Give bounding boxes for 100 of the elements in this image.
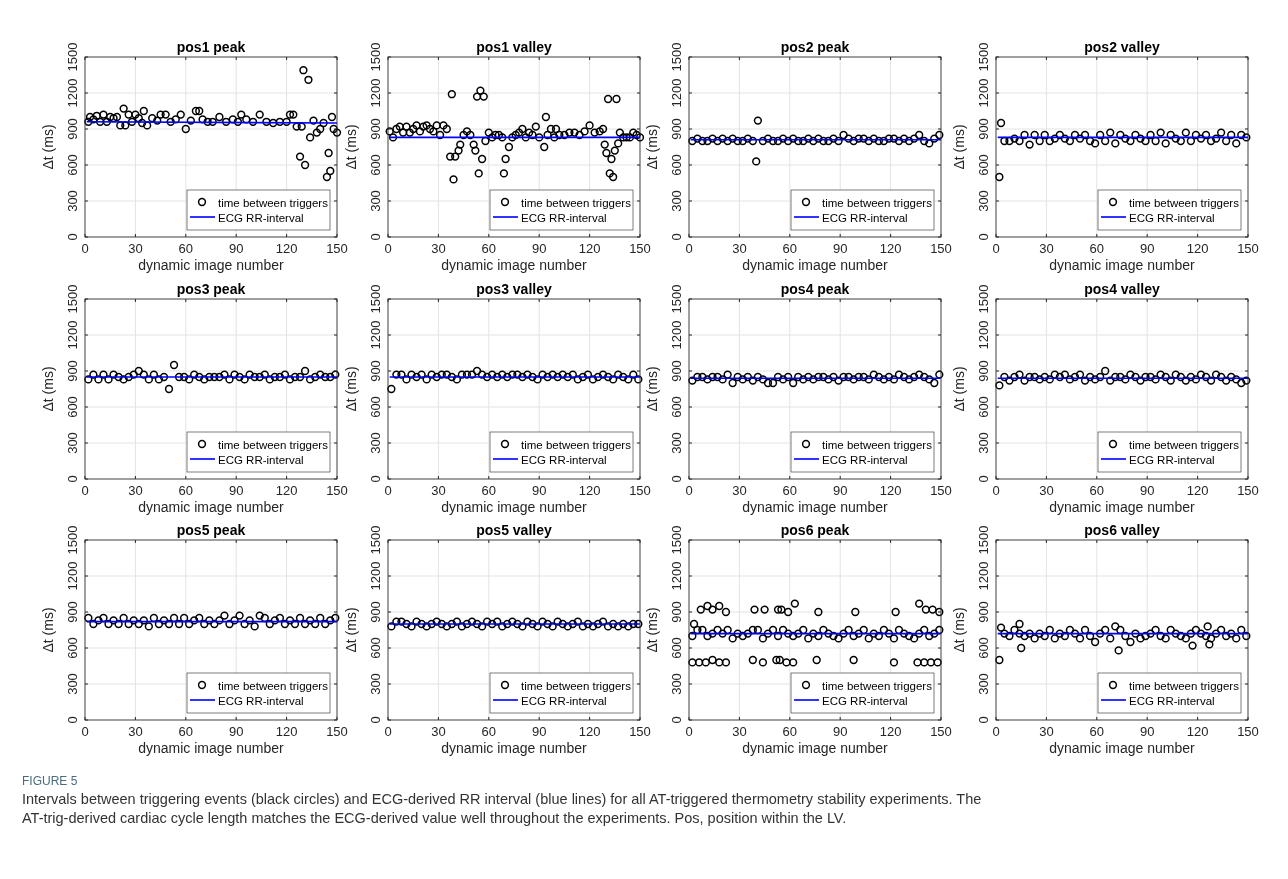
legend-label: time between triggers — [521, 679, 632, 692]
point — [713, 136, 722, 146]
point — [1111, 139, 1120, 148]
point — [1161, 372, 1170, 382]
y-tick-label: 0 — [65, 475, 80, 483]
legend-label: time between triggers — [521, 196, 632, 209]
point — [1045, 375, 1054, 384]
point — [1237, 130, 1246, 140]
point — [1035, 375, 1044, 384]
point — [1005, 631, 1014, 641]
point — [179, 613, 189, 623]
point — [1010, 372, 1019, 382]
x-tick-label: 150 — [326, 483, 348, 498]
legend-label: ECG RR-interval — [822, 211, 908, 224]
point — [1131, 130, 1140, 140]
point — [593, 372, 603, 382]
point — [879, 375, 889, 384]
point — [1085, 631, 1095, 641]
point — [1186, 629, 1196, 638]
point — [1141, 631, 1150, 641]
point — [185, 375, 194, 384]
legend-label: ECG RR-interval — [218, 694, 304, 707]
point — [794, 136, 803, 146]
point — [427, 370, 436, 379]
point — [794, 372, 803, 382]
point — [240, 375, 249, 384]
point — [1070, 629, 1080, 638]
point — [1171, 629, 1180, 638]
y-tick-label: 300 — [65, 190, 80, 212]
point — [1196, 629, 1206, 638]
y-tick-label: 900 — [669, 360, 684, 382]
point — [129, 616, 138, 625]
chart-title: pos3 peak — [176, 281, 246, 297]
point — [467, 370, 477, 379]
x-tick-label: 90 — [228, 241, 244, 256]
point — [819, 136, 828, 146]
point — [326, 616, 335, 625]
point — [205, 372, 214, 382]
y-tick-label: 0 — [669, 716, 684, 724]
point — [1106, 128, 1115, 137]
y-tick-label: 300 — [976, 673, 991, 695]
y-tick-label: 1200 — [65, 561, 80, 591]
point — [1055, 130, 1064, 140]
point — [1070, 130, 1080, 140]
legend-label: ECG RR-interval — [822, 694, 908, 707]
point — [723, 370, 732, 379]
point — [1045, 136, 1054, 146]
x-tick-label: 120 — [275, 241, 298, 256]
point — [819, 372, 828, 382]
point — [703, 375, 712, 384]
point — [94, 375, 103, 384]
point — [412, 372, 421, 382]
x-tick-label: 30 — [1039, 724, 1054, 739]
point — [134, 619, 143, 629]
x-axis-title: dynamic image number — [138, 740, 285, 756]
point — [839, 372, 848, 382]
x-tick-label: 150 — [930, 724, 952, 739]
point — [311, 619, 320, 629]
y-tick-label: 600 — [65, 396, 80, 418]
point — [768, 136, 778, 146]
point — [285, 375, 295, 384]
point — [1205, 640, 1214, 649]
y-tick-label: 600 — [65, 154, 80, 176]
point — [265, 375, 274, 384]
y-axis-title: Δt (ms) — [951, 607, 967, 653]
legend-label: ECG RR-interval — [521, 453, 607, 466]
point — [179, 372, 189, 382]
point — [311, 372, 320, 382]
y-axis-title: Δt (ms) — [343, 607, 359, 653]
point — [190, 616, 199, 625]
y-tick-label: 1500 — [368, 525, 383, 555]
point — [402, 375, 411, 384]
point — [154, 375, 164, 384]
point — [1206, 634, 1216, 643]
y-tick-label: 1200 — [669, 561, 684, 591]
point — [920, 372, 929, 382]
point — [698, 372, 707, 382]
point — [1232, 375, 1241, 384]
point — [1201, 130, 1211, 140]
point — [1176, 372, 1185, 382]
x-axis-title: dynamic image number — [1049, 499, 1196, 515]
point — [864, 375, 873, 384]
point — [563, 372, 572, 382]
point — [1060, 370, 1070, 379]
x-axis-title: dynamic image number — [742, 740, 889, 756]
point — [260, 613, 269, 623]
y-tick-label: 0 — [976, 475, 991, 483]
x-tick-label: 120 — [578, 241, 601, 256]
x-tick-label: 90 — [1139, 724, 1155, 739]
point — [743, 372, 752, 382]
x-tick-label: 120 — [275, 724, 298, 739]
point — [1191, 625, 1201, 635]
y-tick-label: 600 — [669, 637, 684, 659]
point — [1060, 134, 1070, 143]
y-tick-label: 900 — [368, 118, 383, 140]
point — [925, 139, 934, 148]
y-tick-label: 600 — [976, 396, 991, 418]
point — [1000, 629, 1009, 638]
point — [783, 372, 793, 382]
point — [829, 372, 838, 382]
